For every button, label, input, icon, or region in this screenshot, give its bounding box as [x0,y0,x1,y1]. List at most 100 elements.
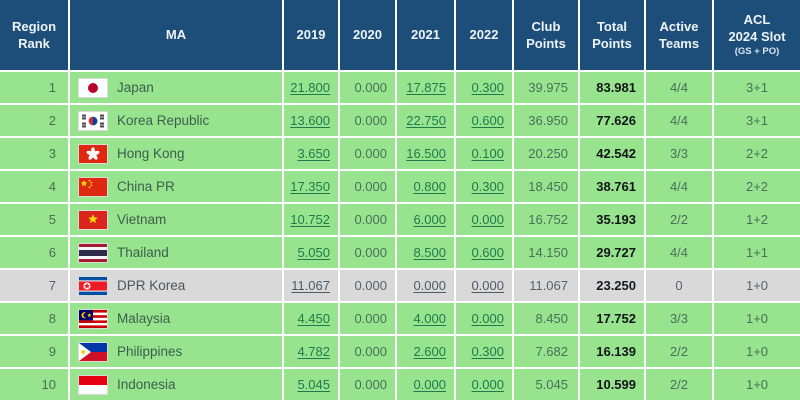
hong-kong-flag [78,143,108,164]
header-2022: 2022 [456,0,512,70]
region-rank-value: 7 [48,278,56,293]
season-points-value: 0.000 [354,113,387,128]
season-points-link[interactable]: 0.000 [471,377,504,392]
header-club-points: Club Points [514,0,578,70]
season-points-link[interactable]: 17.350 [290,179,330,194]
season-points-link[interactable]: 4.782 [297,344,330,359]
season-points-link[interactable]: 4.000 [413,311,446,326]
acl-slot-cell: 1+2 [714,204,800,235]
season-points-link[interactable]: 0.000 [471,278,504,293]
points-2021-cell: 2.600 [397,336,454,367]
club-points-value: 5.045 [535,377,568,392]
total-points-cell: 10.599 [580,369,644,400]
points-2022-cell: 0.000 [456,270,512,301]
season-points-link[interactable]: 5.045 [297,377,330,392]
malaysia-flag [78,308,108,329]
region-rank-value: 9 [48,344,56,359]
points-2019-cell: 4.782 [284,336,338,367]
season-points-link[interactable]: 0.100 [471,146,504,161]
season-points-link[interactable]: 22.750 [406,113,446,128]
points-2021-cell: 16.500 [397,138,454,169]
acl-slot-value: 1+1 [745,245,769,260]
acl-slot-value: 1+2 [745,212,769,227]
ma-cell: Thailand [70,237,282,268]
acl-slot-value: 1+0 [745,344,769,359]
season-points-link[interactable]: 17.875 [406,80,446,95]
total-points-value: 77.626 [596,113,636,128]
region-rank-cell: 4 [0,171,68,202]
acl-slot-cell: 3+1 [714,72,800,103]
season-points-link[interactable]: 11.067 [291,278,330,293]
club-points-value: 39.975 [528,80,568,95]
season-points-link[interactable]: 16.500 [406,146,446,161]
acl-slot-cell: 1+0 [714,270,800,301]
total-points-cell: 77.626 [580,105,644,136]
season-points-link[interactable]: 0.800 [413,179,446,194]
season-points-link[interactable]: 5.050 [297,245,330,260]
ma-name: China PR [117,179,175,194]
active-teams-cell: 4/4 [646,72,712,103]
ma-cell: Philippines [70,336,282,367]
ma-name: Philippines [117,344,183,359]
club-points-value: 8.450 [535,311,568,326]
header-region-rank-line2: Rank [18,36,50,51]
season-points-link[interactable]: 3.650 [297,146,330,161]
season-points-link[interactable]: 0.000 [471,212,504,227]
header-region-rank-line1: Region [11,18,57,34]
club-points-cell: 20.250 [514,138,578,169]
points-2022-cell: 0.000 [456,303,512,334]
total-points-cell: 35.193 [580,204,644,235]
total-points-value: 83.981 [596,80,636,95]
total-points-value: 42.542 [596,146,636,161]
region-rank-cell: 3 [0,138,68,169]
points-2019-cell: 13.600 [284,105,338,136]
total-points-value: 16.139 [596,344,636,359]
header-region-rank: Region Rank [0,0,68,70]
indonesia-flag [78,374,108,395]
season-points-link[interactable]: 21.800 [290,80,330,95]
ma-name: DPR Korea [117,278,186,293]
dpr-korea-flag [78,275,108,296]
ma-cell: Malaysia [70,303,282,334]
season-points-link[interactable]: 10.752 [290,212,330,227]
points-2021-cell: 22.750 [397,105,454,136]
region-rank-cell: 10 [0,369,68,400]
region-rank-cell: 6 [0,237,68,268]
header-2020: 2020 [340,0,395,70]
points-2020-cell: 0.000 [340,204,395,235]
ma-name: Hong Kong [117,146,185,161]
season-points-link[interactable]: 0.300 [471,344,504,359]
active-teams-value: 2/2 [669,212,689,227]
season-points-link[interactable]: 0.300 [471,80,504,95]
acl-slot-cell: 2+2 [714,171,800,202]
total-points-cell: 17.752 [580,303,644,334]
season-points-link[interactable]: 0.600 [471,113,504,128]
club-points-value: 18.450 [528,179,568,194]
season-points-link[interactable]: 0.000 [413,278,446,293]
points-2022-cell: 0.100 [456,138,512,169]
season-points-value: 0.000 [354,80,387,95]
season-points-link[interactable]: 0.600 [471,245,504,260]
season-points-link[interactable]: 0.000 [471,311,504,326]
points-2021-cell: 4.000 [397,303,454,334]
season-points-link[interactable]: 4.450 [297,311,330,326]
header-ma: MA [70,0,282,70]
points-2022-cell: 0.300 [456,336,512,367]
ma-cell: Indonesia [70,369,282,400]
points-2020-cell: 0.000 [340,336,395,367]
season-points-link[interactable]: 8.500 [413,245,446,260]
points-2021-cell: 0.800 [397,171,454,202]
points-2019-cell: 17.350 [284,171,338,202]
ma-cell: DPR Korea [70,270,282,301]
acl-slot-value: 3+1 [745,80,769,95]
acl-slot-cell: 1+0 [714,336,800,367]
season-points-link[interactable]: 6.000 [413,212,446,227]
season-points-link[interactable]: 2.600 [413,344,446,359]
season-points-link[interactable]: 0.300 [471,179,504,194]
active-teams-value: 4/4 [669,245,689,260]
season-points-link[interactable]: 0.000 [413,377,446,392]
season-points-link[interactable]: 13.600 [290,113,330,128]
total-points-cell: 83.981 [580,72,644,103]
points-2022-cell: 0.000 [456,204,512,235]
